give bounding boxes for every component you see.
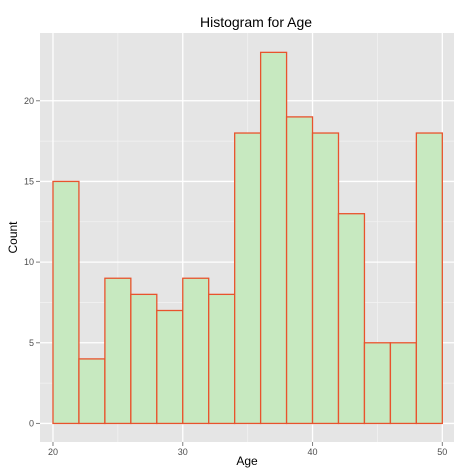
histogram-bar	[415, 132, 443, 425]
histogram-bar	[104, 277, 132, 425]
histogram-bar	[182, 277, 210, 425]
histogram-bar	[311, 132, 340, 425]
bars	[52, 51, 443, 425]
histogram-bar	[234, 132, 262, 425]
y-tick-label: 20	[24, 96, 34, 106]
histogram-bar	[78, 358, 106, 425]
x-axis-ticks: 20 30 40 50	[48, 442, 447, 457]
histogram-bar	[208, 293, 236, 425]
histogram-bar	[259, 51, 288, 425]
histogram-bar	[389, 342, 418, 425]
x-tick-label: 30	[178, 447, 188, 457]
chart-title: Histogram for Age	[200, 14, 312, 30]
y-tick-label: 10	[24, 257, 34, 267]
y-axis-ticks: 0 5 10 15 20	[24, 96, 40, 428]
x-tick-label: 20	[48, 447, 58, 457]
x-tick-label: 50	[437, 447, 447, 457]
y-tick-label: 15	[24, 176, 34, 186]
histogram-bar	[337, 213, 366, 425]
y-axis-label: Count	[6, 221, 20, 254]
x-axis-label: Age	[236, 454, 258, 468]
histogram-bar	[285, 116, 314, 425]
y-tick-label: 5	[29, 338, 34, 348]
x-tick-label: 40	[308, 447, 318, 457]
histogram-bar	[156, 309, 184, 425]
histogram-bar	[363, 342, 392, 425]
histogram-bar	[52, 180, 80, 425]
y-tick-label: 0	[29, 418, 34, 428]
histogram-bar	[130, 293, 158, 425]
